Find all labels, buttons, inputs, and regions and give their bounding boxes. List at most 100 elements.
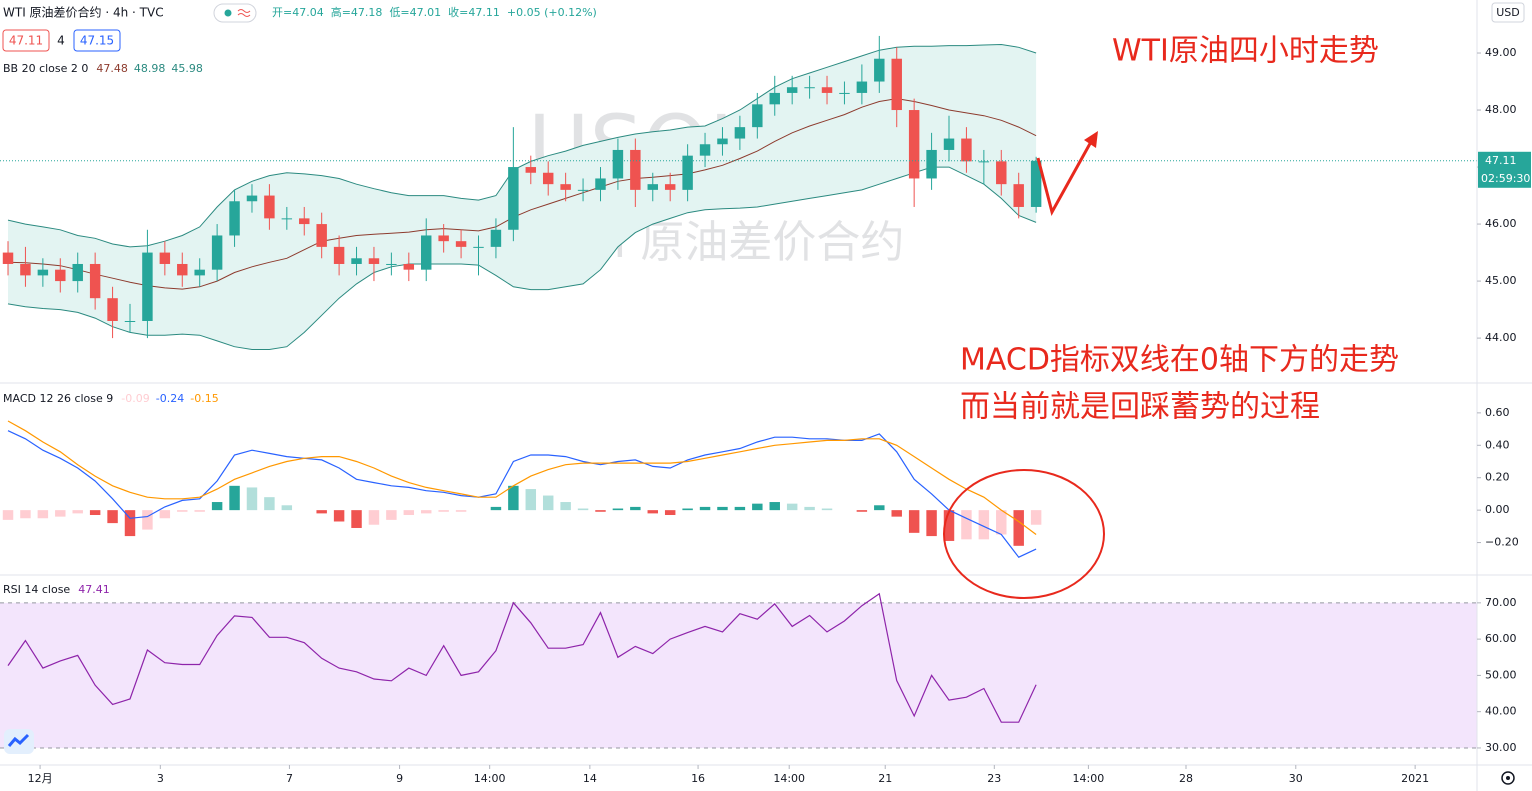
annotation-arrowhead: [1084, 131, 1098, 148]
y-tick-label: 46.00: [1485, 217, 1517, 230]
rsi-band: [0, 602, 1477, 748]
y-tick-label: 48.00: [1485, 103, 1517, 116]
x-tick-label: 12月: [28, 772, 53, 785]
histogram-bar: [752, 503, 763, 511]
candle-body: [752, 104, 763, 128]
candle-body: [978, 161, 990, 163]
annotation: 而当前就是回踩蓄势的过程: [960, 390, 1320, 425]
ohlc-value: 高=47.18: [331, 5, 383, 19]
histogram-bar: [351, 510, 362, 528]
last-price-label: 47.11: [1485, 154, 1517, 167]
histogram-bar: [333, 510, 345, 522]
y-tick-label: 0.60: [1485, 406, 1510, 419]
histogram-bar: [246, 487, 258, 511]
candle-body: [55, 269, 66, 282]
histogram-bar: [647, 510, 658, 514]
x-tick-label: 14:00: [474, 772, 506, 785]
candle-body: [490, 229, 502, 247]
y-tick-label: 60.00: [1485, 632, 1517, 645]
histogram-bar: [124, 510, 136, 537]
y-tick-label: 30.00: [1485, 741, 1517, 754]
candle-body: [874, 58, 885, 82]
histogram-bar: [37, 510, 49, 519]
x-tick-label: 21: [878, 772, 892, 785]
candle-body: [386, 263, 397, 265]
x-tick-label: 14:00: [773, 772, 805, 785]
buy-price[interactable]: 47.15: [80, 34, 114, 48]
candle-body: [473, 246, 484, 248]
histogram-bar: [55, 510, 66, 517]
currency[interactable]: USD: [1496, 6, 1520, 19]
candle-body: [996, 161, 1007, 185]
ohlc-value: 开=47.04: [272, 6, 324, 19]
x-tick-label: 28: [1179, 772, 1193, 785]
candle-body: [159, 252, 171, 264]
indicator-legend: BB 20 close 2 0: [3, 62, 88, 75]
candle-body: [943, 138, 955, 150]
last-price-box: [1478, 151, 1531, 188]
histogram-bar: [595, 510, 606, 512]
candle-body: [804, 87, 815, 89]
candle-body: [1030, 160, 1042, 207]
histogram-bar: [577, 508, 589, 511]
x-tick-label: 2021: [1401, 772, 1429, 785]
histogram-bar: [525, 489, 537, 511]
candle-body: [316, 224, 327, 247]
sell-button[interactable]: [2, 29, 50, 52]
y-tick-label: 40.00: [1485, 705, 1517, 718]
histogram-bar: [769, 502, 780, 511]
histogram-bar: [542, 495, 554, 511]
candle-body: [560, 184, 571, 190]
legend-value: 45.98: [171, 62, 203, 75]
band-middle: [7, 98, 1037, 290]
countdown: 02:59:30: [1481, 172, 1530, 185]
histogram-bar: [386, 510, 397, 520]
candle-body: [368, 258, 380, 264]
candle-body: [961, 138, 972, 162]
candle-body: [124, 320, 136, 322]
sell-price[interactable]: 47.11: [9, 34, 43, 48]
candle-body: [856, 81, 868, 93]
x-tick-label: 14: [583, 772, 597, 785]
histogram-bar: [926, 510, 937, 537]
currency-button[interactable]: [1491, 2, 1525, 23]
legend-value: 47.48: [96, 62, 128, 75]
candle-body: [246, 195, 258, 202]
buy-button[interactable]: [73, 29, 121, 52]
ohlc-value: +0.05 (+0.12%): [507, 6, 597, 19]
spread: 4: [57, 34, 65, 48]
histogram-bar: [508, 485, 519, 511]
y-tick-label: 44.00: [1485, 331, 1517, 344]
histogram-bar: [560, 502, 571, 511]
settings-icon: [1506, 776, 1510, 780]
histogram-bar: [734, 506, 746, 511]
candle-body: [891, 58, 902, 111]
histogram-bar: [908, 510, 920, 533]
candle-body: [734, 127, 746, 139]
symbol-title: WTI 原油差价合约 · 4h · TVC: [3, 5, 164, 20]
candle-body: [717, 138, 728, 145]
candle-body: [211, 235, 223, 270]
candle-body: [664, 184, 676, 190]
settings-button[interactable]: [1501, 771, 1515, 785]
histogram-bar: [72, 510, 83, 514]
histogram-bar: [856, 510, 868, 512]
candle-body: [438, 235, 449, 242]
candle-body: [612, 149, 624, 179]
candle-body: [421, 235, 432, 270]
candle-body: [786, 87, 798, 93]
indicator-legend: RSI 14 close: [3, 583, 70, 596]
candle-body: [299, 218, 310, 225]
indicator-legend: MACD 12 26 close 9: [3, 392, 113, 405]
ohlc-legend: 开=47.04 高=47.18 低=47.01 收=47.11 +0.05 (+0.12…: [272, 5, 597, 19]
status-badge[interactable]: [213, 3, 257, 23]
histogram-bar: [717, 506, 728, 511]
band-upper: [7, 43, 1037, 248]
y-tick-label: 70.00: [1485, 596, 1517, 609]
signal-line: [7, 420, 1037, 535]
x-tick-label: 16: [691, 772, 705, 785]
annotation-arrow: [1036, 139, 1094, 217]
annotation: WTI原油四小时走势: [1112, 34, 1379, 69]
band-lower: [7, 166, 1037, 350]
